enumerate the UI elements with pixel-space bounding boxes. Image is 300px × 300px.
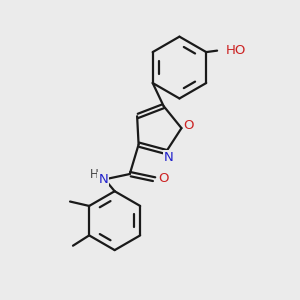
Text: HO: HO bbox=[225, 44, 246, 57]
Text: H: H bbox=[90, 167, 99, 181]
Text: O: O bbox=[184, 119, 194, 132]
Text: N: N bbox=[164, 151, 174, 164]
Text: O: O bbox=[158, 172, 168, 185]
Text: N: N bbox=[98, 173, 108, 186]
